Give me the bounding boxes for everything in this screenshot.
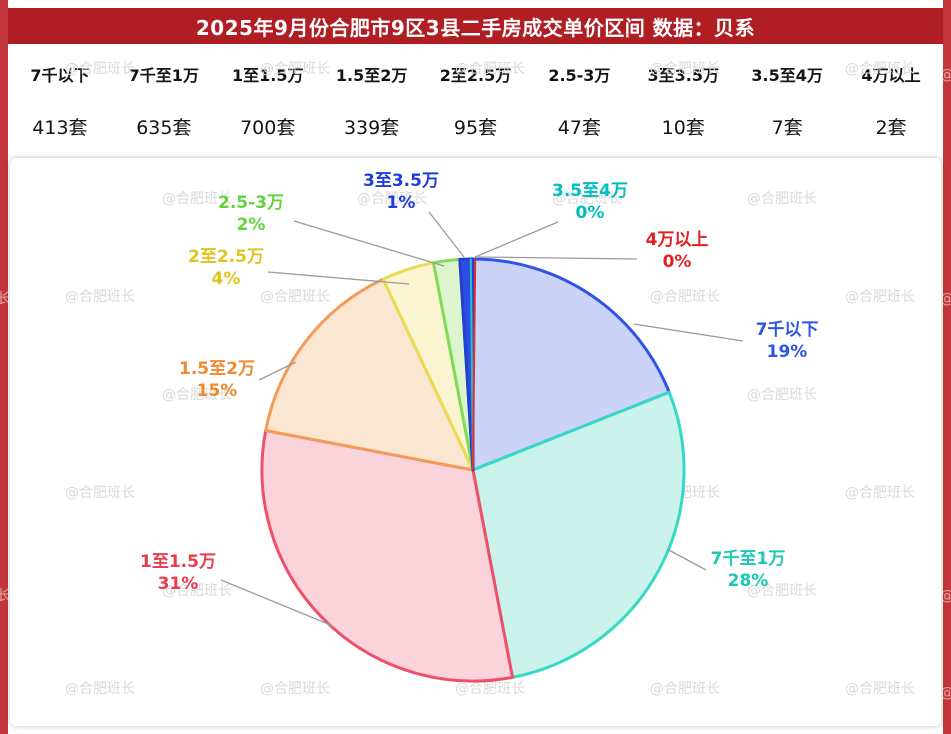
watermark: @合肥班长 bbox=[943, 288, 951, 308]
table-value-cell: 95套 bbox=[453, 116, 498, 139]
watermark: @合肥班长 bbox=[943, 682, 951, 702]
table-header-cell: 3至3.5万 bbox=[647, 66, 720, 85]
table-header-cell: 7千至1万 bbox=[128, 66, 199, 85]
table-header-cell: 1至1.5万 bbox=[231, 66, 304, 85]
watermark: @合肥班长 bbox=[943, 585, 951, 605]
table-value-cell: 2套 bbox=[875, 116, 907, 139]
table-header-cell: 2.5-3万 bbox=[548, 66, 611, 85]
chart-card bbox=[10, 158, 941, 726]
table-value-cell: 413套 bbox=[32, 116, 88, 139]
left-red-border: @合肥班长 @合肥班长 bbox=[0, 0, 8, 734]
watermark: @合肥班长 bbox=[0, 291, 8, 307]
watermark: @合肥班长 bbox=[943, 64, 951, 84]
table-header-cell: 2至2.5万 bbox=[439, 66, 512, 85]
table-value-cell: 700套 bbox=[240, 116, 296, 139]
price-table: 7千以下 7千至1万 1至1.5万 1.5至2万 2至2.5万 2.5-3万 3… bbox=[8, 48, 943, 152]
table-header-cell: 7千以下 bbox=[30, 66, 90, 85]
page-title: 2025年9月份合肥市9区3县二手房成交单价区间 数据：贝系 bbox=[195, 15, 756, 40]
table-header-cell: 4万以上 bbox=[861, 66, 921, 85]
title-bar: 2025年9月份合肥市9区3县二手房成交单价区间 数据：贝系 bbox=[8, 8, 943, 44]
table-header-cell: 1.5至2万 bbox=[335, 66, 408, 85]
table-header-cell: 3.5至4万 bbox=[751, 66, 823, 85]
table-value-cell: 7套 bbox=[771, 116, 803, 139]
table-value-cell: 10套 bbox=[661, 116, 705, 139]
watermark: @合肥班长 bbox=[0, 588, 8, 604]
right-red-border: @合肥班长 @合肥班长 @合肥班长 @合肥班长 bbox=[943, 0, 951, 734]
table-value-cell: 635套 bbox=[136, 116, 192, 139]
table-value-cell: 47套 bbox=[557, 116, 601, 139]
table-value-cell: 339套 bbox=[343, 116, 400, 139]
